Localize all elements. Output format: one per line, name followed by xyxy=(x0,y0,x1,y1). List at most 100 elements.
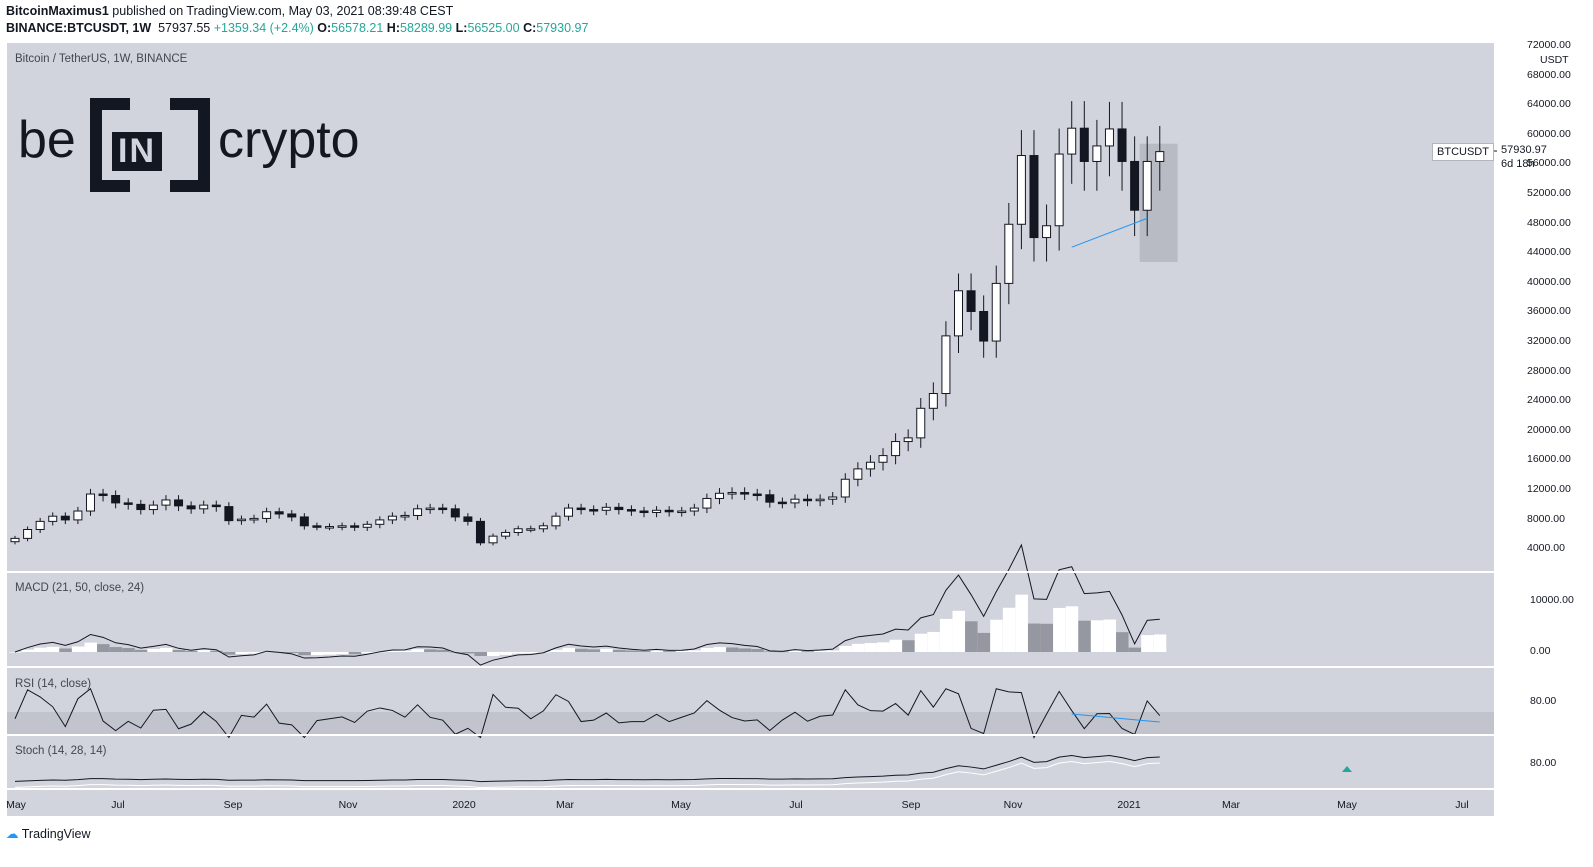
header-line-2: BINANCE:BTCUSDT, 1W 57937.55 +1359.34 (+… xyxy=(6,21,589,35)
candle-body xyxy=(1004,223,1014,284)
macd-histogram-bar xyxy=(21,649,35,652)
macd-histogram-bar xyxy=(1015,594,1028,652)
candle-body xyxy=(916,407,926,439)
symbol-info[interactable]: BINANCE:BTCUSDT, 1W xyxy=(6,21,152,35)
candle-body xyxy=(891,441,901,457)
open-value: 56578.21 xyxy=(331,21,384,35)
macd-histogram-bar xyxy=(826,650,840,652)
time-tick-label: Mar xyxy=(555,799,575,811)
tradingview-footer[interactable]: ☁ TradingView xyxy=(6,827,91,841)
macd-histogram-bar xyxy=(235,652,248,654)
macd-histogram-bar xyxy=(1002,607,1016,652)
time-tick-label: 2021 xyxy=(1117,799,1141,811)
macd-histogram-bar xyxy=(927,631,940,652)
macd-histogram-bar xyxy=(914,633,928,652)
macd-histogram-bar xyxy=(336,652,349,655)
macd-histogram-bar xyxy=(386,650,399,652)
time-tick-label: Jul xyxy=(111,799,125,811)
candle-body xyxy=(35,520,45,531)
tradingview-logo-icon: ☁ xyxy=(6,827,19,841)
candle-body xyxy=(1029,155,1039,239)
price-trendline xyxy=(1071,217,1148,248)
candle-body xyxy=(10,537,20,543)
price-tick-label: 4000.00 xyxy=(1527,542,1565,555)
price-tick-label: 56000.00 xyxy=(1527,157,1571,170)
macd-histogram-bar xyxy=(348,652,362,655)
macd-histogram-bar xyxy=(499,652,513,655)
price-tick-label: 40000.00 xyxy=(1527,275,1571,288)
macd-histogram-bar xyxy=(210,650,223,652)
price-tick-label: 72000.00 xyxy=(1527,39,1571,51)
macd-histogram-bar xyxy=(587,649,601,652)
macd-histogram-bar xyxy=(839,645,852,652)
candle-body xyxy=(1054,153,1064,227)
macd-histogram-bar xyxy=(147,648,160,652)
macd-histogram-bar xyxy=(122,648,135,652)
macd-histogram-bar xyxy=(751,649,764,652)
candle-body xyxy=(677,510,687,514)
candle-body xyxy=(576,507,586,511)
time-tick-label: Jul xyxy=(1455,799,1469,811)
macd-histogram-bar xyxy=(549,649,563,652)
price-tick-label: 28000.00 xyxy=(1527,364,1571,377)
macd-histogram-bar xyxy=(650,650,664,652)
candle-body xyxy=(249,517,259,521)
time-axis[interactable] xyxy=(7,790,1495,816)
logo-bracket-mark: IN xyxy=(90,98,210,192)
macd-pane-title: MACD (21, 50, close, 24) xyxy=(15,582,145,594)
macd-histogram-bar xyxy=(1078,620,1091,652)
candle-body xyxy=(199,504,209,510)
candle-body xyxy=(652,509,662,514)
candle-body xyxy=(463,516,473,522)
macd-histogram-bar xyxy=(1090,620,1104,652)
candle-body xyxy=(400,514,410,518)
macd-histogram-bar xyxy=(1128,647,1142,652)
last-price: 57937.55 xyxy=(158,21,211,35)
candle-body xyxy=(262,511,272,519)
macd-histogram-bar xyxy=(34,647,47,652)
macd-histogram-bar xyxy=(323,652,336,655)
candle-body xyxy=(274,511,284,515)
candle-body xyxy=(840,478,850,498)
macd-histogram-bar xyxy=(1141,635,1154,652)
time-tick-label: Sep xyxy=(901,799,921,811)
macd-histogram-bar xyxy=(1103,619,1116,652)
price-tick-label: 48000.00 xyxy=(1527,216,1571,229)
macd-histogram-bar xyxy=(939,618,953,652)
candle-body xyxy=(564,507,574,517)
macd-histogram-bar xyxy=(436,649,450,652)
macd-histogram-bar xyxy=(185,651,198,652)
price-tick-label: 64000.00 xyxy=(1527,98,1571,111)
candle-body xyxy=(73,510,83,521)
indicator-tick-label: 10000.00 xyxy=(1530,594,1574,606)
candle-body xyxy=(325,526,334,529)
time-tick-label: Jul xyxy=(789,799,803,811)
price-tick-label: 36000.00 xyxy=(1527,305,1571,318)
candle-body xyxy=(526,528,536,531)
candle-body xyxy=(161,499,171,506)
candle-body xyxy=(1092,145,1102,162)
candle-body xyxy=(714,492,724,499)
candle-body xyxy=(48,515,58,522)
macd-histogram-bar xyxy=(612,649,626,652)
main-pane[interactable] xyxy=(7,43,1495,571)
price-tick-label: 16000.00 xyxy=(1527,453,1571,466)
author-name[interactable]: BitcoinMaximus1 xyxy=(6,4,109,18)
candle-body xyxy=(438,507,448,511)
candle-body xyxy=(425,507,435,511)
candle-body xyxy=(626,509,636,512)
rsi-trendline xyxy=(1071,713,1160,723)
price-tick-label: 12000.00 xyxy=(1527,483,1571,495)
candle-body xyxy=(614,506,624,511)
time-tick-label: Nov xyxy=(1003,799,1023,811)
time-tick-label: Nov xyxy=(338,799,358,811)
stoch-d-line xyxy=(14,760,1160,789)
candle-body xyxy=(299,516,309,527)
candle-body xyxy=(236,518,246,522)
macd-histogram-bar xyxy=(575,648,588,652)
candle-body xyxy=(928,393,938,409)
stoch-cross-up-arrow xyxy=(1342,766,1352,772)
candle-body xyxy=(387,515,397,521)
candle-body xyxy=(488,535,498,544)
